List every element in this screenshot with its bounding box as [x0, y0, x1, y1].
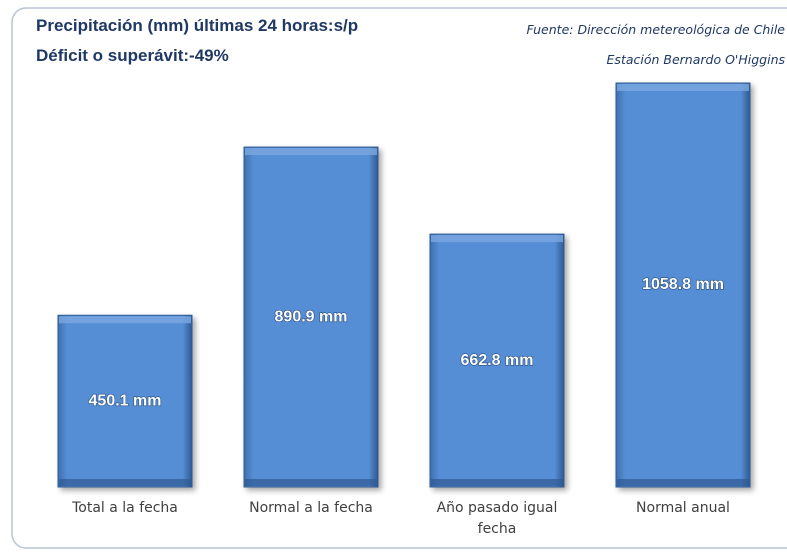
bar-highlight	[617, 84, 749, 91]
station-note: Estación Bernardo O'Higgins	[606, 52, 785, 67]
x-tick-label: Año pasado igual fecha	[436, 500, 558, 537]
data-label: 450.1 mm	[89, 392, 162, 409]
bar-bottom-bevel	[59, 479, 191, 486]
data-label: 890.9 mm	[275, 308, 348, 325]
bar-bottom-bevel	[245, 479, 377, 486]
bar	[429, 233, 565, 488]
chart-subtitle: Déficit o superávit:-49%	[36, 46, 229, 65]
chart-frame	[11, 7, 787, 549]
data-label: 1058.8 mm	[642, 276, 724, 293]
x-tick-label: Normal a la fecha	[249, 500, 373, 516]
x-tick-label: Normal anual	[636, 500, 730, 516]
bar-bottom-bevel	[431, 479, 563, 486]
bar-highlight	[245, 148, 377, 156]
bar-bottom-bevel	[617, 479, 749, 486]
bar-highlight	[59, 316, 191, 324]
bar-highlight	[431, 235, 563, 243]
chart-title: Precipitación (mm) últimas 24 horas:s/p	[36, 16, 359, 35]
source-note: Fuente: Dirección metereológica de Chile	[526, 22, 785, 37]
bar	[615, 82, 751, 488]
x-tick-label: Total a la fecha	[72, 500, 178, 516]
bar	[57, 314, 193, 488]
bar	[243, 146, 379, 488]
data-label: 662.8 mm	[461, 352, 534, 369]
